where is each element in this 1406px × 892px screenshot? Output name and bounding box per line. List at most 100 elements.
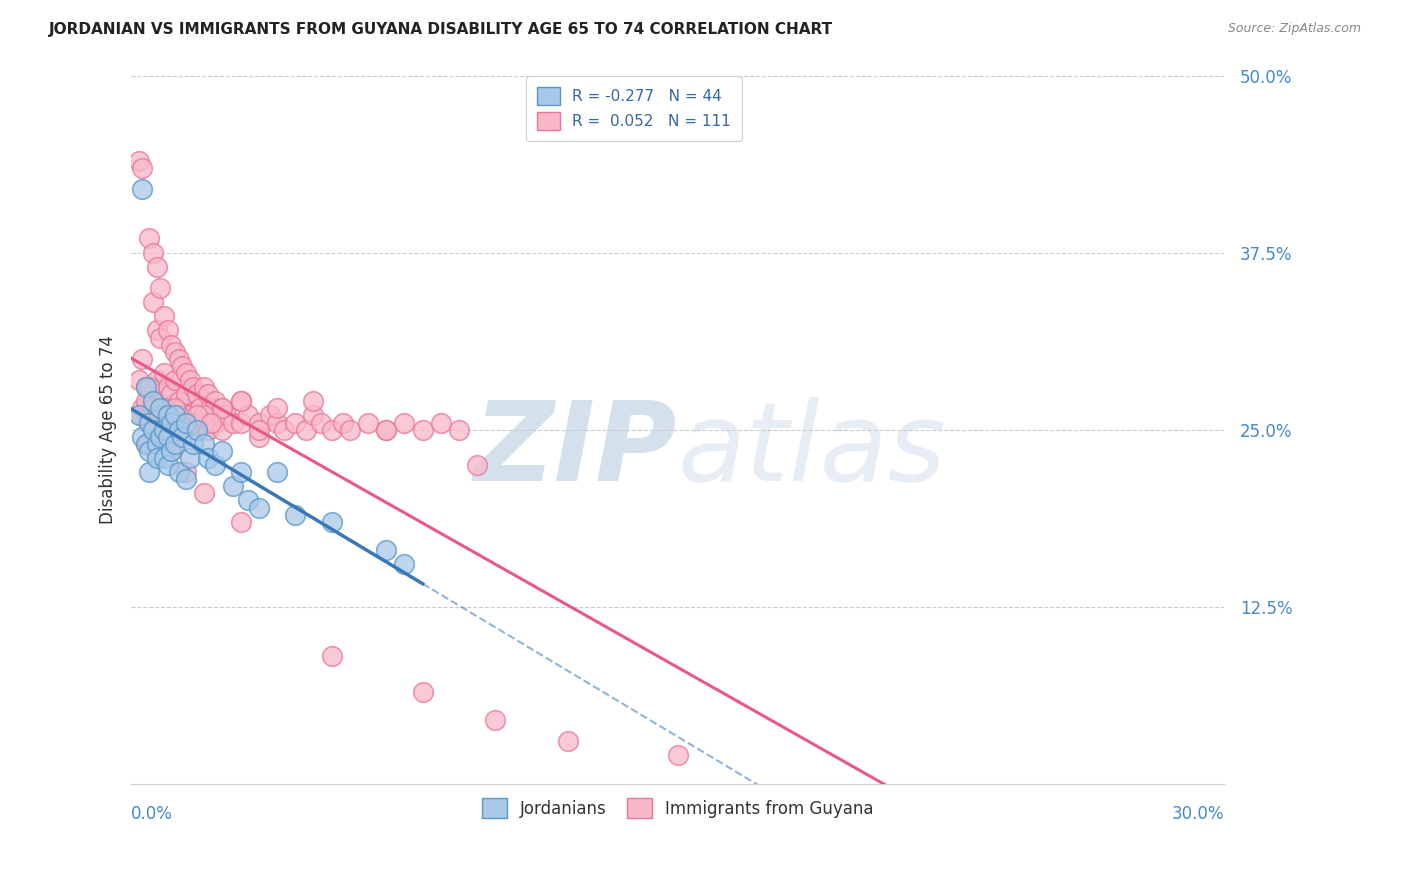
Text: Source: ZipAtlas.com: Source: ZipAtlas.com [1227,22,1361,36]
Point [229,465,252,479]
Point [174,366,197,380]
Text: JORDANIAN VS IMMIGRANTS FROM GUYANA DISABILITY AGE 65 TO 74 CORRELATION CHART: JORDANIAN VS IMMIGRANTS FROM GUYANA DISA… [49,22,834,37]
Point [204,394,226,409]
Point [153,401,176,416]
Point [142,394,165,409]
Point [167,465,190,479]
Point [160,443,183,458]
Point [247,423,270,437]
Point [222,479,245,493]
Point [145,437,167,451]
Point [153,423,176,437]
Point [138,416,160,430]
Point [128,409,150,423]
Point [128,153,150,168]
Point [174,416,197,430]
Point [332,416,354,430]
Point [156,458,179,472]
Point [186,416,208,430]
Point [160,416,183,430]
Point [179,450,201,465]
Point [211,401,233,416]
Legend: Jordanians, Immigrants from Guyana: Jordanians, Immigrants from Guyana [475,791,880,825]
Point [174,409,197,423]
Point [163,437,186,451]
Point [204,458,226,472]
Point [394,416,416,430]
Point [156,323,179,337]
Text: ZIP: ZIP [474,397,678,504]
Point [412,423,434,437]
Point [174,465,197,479]
Point [160,337,183,351]
Point [163,344,186,359]
Point [167,394,190,409]
Point [149,281,172,295]
Point [465,458,488,472]
Point [142,423,165,437]
Point [145,450,167,465]
Point [266,416,288,430]
Point [138,231,160,245]
Point [145,260,167,274]
Point [229,394,252,409]
Point [266,401,288,416]
Point [156,430,179,444]
Point [163,373,186,387]
Point [138,437,160,451]
Point [135,394,157,409]
Point [179,409,201,423]
Point [193,409,215,423]
Point [375,423,398,437]
Point [200,401,222,416]
Point [236,493,259,508]
Point [138,416,160,430]
Point [135,437,157,451]
Point [138,443,160,458]
Point [153,310,176,324]
Point [131,401,153,416]
Point [142,394,165,409]
Point [357,416,380,430]
Point [394,557,416,571]
Point [412,684,434,698]
Point [197,423,219,437]
Point [449,423,471,437]
Point [190,401,212,416]
Point [145,373,167,387]
Point [142,245,165,260]
Point [145,323,167,337]
Point [167,423,190,437]
Point [229,416,252,430]
Point [160,387,183,401]
Point [193,380,215,394]
Point [163,409,186,423]
Point [215,409,238,423]
Point [666,748,689,763]
Point [321,423,343,437]
Point [200,416,222,430]
Point [321,515,343,529]
Point [266,465,288,479]
Point [172,359,194,373]
Point [247,500,270,515]
Point [149,430,172,444]
Point [236,409,259,423]
Point [163,401,186,416]
Point [174,472,197,486]
Point [153,450,176,465]
Point [138,380,160,394]
Point [193,437,215,451]
Point [211,443,233,458]
Point [259,409,281,423]
Point [484,713,506,727]
Point [135,380,157,394]
Point [160,423,183,437]
Point [156,416,179,430]
Point [156,416,179,430]
Point [131,409,153,423]
Point [167,409,190,423]
Point [295,423,318,437]
Point [156,380,179,394]
Point [302,394,325,409]
